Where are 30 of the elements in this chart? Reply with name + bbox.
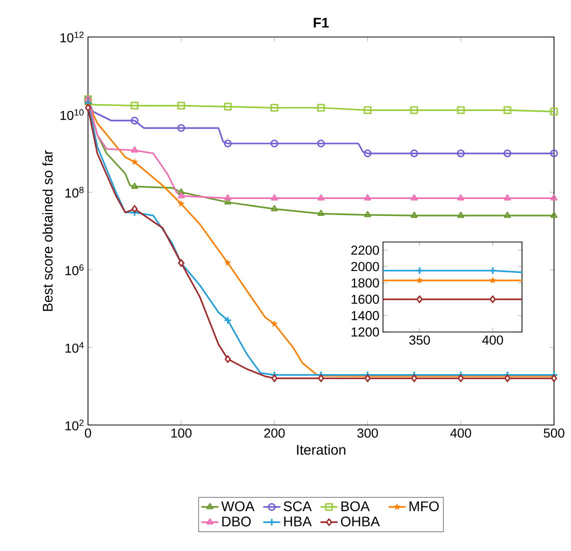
y-tick-label: 2200 [351,246,379,255]
legend-label: SCA [284,501,312,512]
x-tick-label: 400 [450,428,472,438]
x-tick-label: 200 [264,428,285,438]
y-tick-label: 10$^{8}$ [66,186,84,198]
x-tick-label: 500 [544,428,564,438]
y-tick-label: 2000 [351,262,379,272]
chart-title: F1 [314,18,329,28]
x-axis-title: Iteration [297,444,346,455]
x-tick-label: 350 [409,336,430,345]
y-tick-label: 10$^{10}$ [60,109,84,120]
y-tick-label: 10$^{2}$ [66,420,84,430]
y-tick-label: 10$^{12}$ [60,32,84,42]
y-tick-label: 1400 [352,311,379,320]
y-tick-label: 1200 [352,327,379,337]
x-tick-label: 400 [482,336,504,345]
y-tick-label: 1800 [352,278,379,288]
legend-label: OHBA [340,516,380,526]
legend-label: HBA [284,516,312,526]
y-axis-title: Best score obtained so far [42,150,53,311]
legend-label: WOA [221,501,254,512]
x-tick-label: 300 [357,428,378,438]
y-tick-label: 10$^{6}$ [66,264,84,276]
legend-label: DBO [222,516,251,526]
y-tick-label: 10$^{4}$ [66,342,84,353]
x-tick-label: 100 [171,428,192,438]
legend-label: MFO [410,501,439,512]
legend-label: BOA [341,501,370,512]
x-tick-label: 0 [84,428,92,438]
y-tick-label: 1600 [352,294,379,304]
